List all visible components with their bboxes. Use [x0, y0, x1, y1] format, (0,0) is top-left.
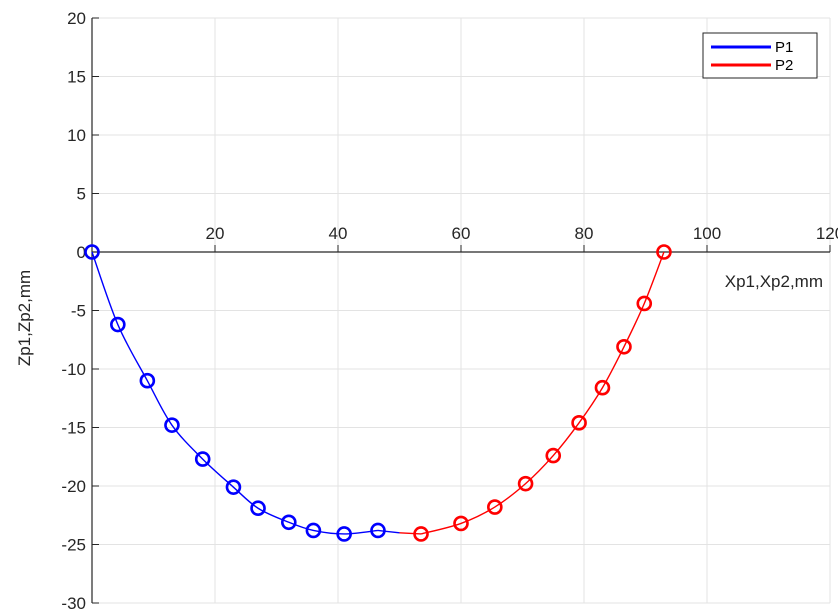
series-p2-point [545, 447, 562, 464]
series-p1-point [110, 316, 126, 333]
series-p2-point [656, 244, 672, 260]
series-layer [84, 244, 672, 542]
x-tick-label: 20 [206, 224, 225, 243]
series-p1-line [91, 251, 379, 535]
x-tick-labels: 20 40 60 80 100 120 [206, 224, 838, 243]
series-p1-point [370, 522, 386, 539]
y-tick-label: 0 [77, 243, 86, 262]
series-p1-point [225, 479, 242, 495]
y-tick-label: 15 [67, 68, 86, 87]
series-p1-connector [377, 529, 400, 534]
x-tick-label: 80 [575, 224, 594, 243]
x-tick-label: 40 [329, 224, 348, 243]
series-p1-point [84, 244, 100, 260]
series-p1-point [194, 451, 211, 467]
y-tick-label: -30 [61, 594, 86, 613]
series-p2-point [636, 295, 653, 312]
y-tick-label: -10 [61, 360, 86, 379]
y-tick-label: 5 [77, 185, 86, 204]
series-p2-point [594, 379, 611, 396]
series-p1-point [305, 522, 322, 539]
x-tick-label: 120 [816, 224, 838, 243]
series-p1-point [164, 417, 180, 433]
axes [91, 17, 831, 604]
y-tick-label: 10 [67, 126, 86, 145]
series-p2-point [517, 475, 534, 492]
series-p2-point [413, 526, 429, 542]
y-tick-label: -20 [61, 477, 86, 496]
grid [92, 17, 831, 604]
series-p2-connector [399, 532, 422, 535]
y-tick-label: -15 [61, 419, 86, 438]
y-tick-label: -5 [71, 302, 86, 321]
series-p1-point [250, 500, 266, 517]
x-tick-label: 100 [693, 224, 721, 243]
x-axis-label: Xp1,Xp2,mm [725, 272, 823, 291]
x-tick-label: 60 [452, 224, 471, 243]
y-tick-label: 20 [67, 9, 86, 28]
legend-label-p1: P1 [775, 39, 793, 56]
y-axis-label: Zp1,Zp2,mm [15, 270, 34, 366]
y-tick-label: -25 [61, 536, 86, 555]
series-p2-point [487, 499, 503, 515]
series-p2-line [420, 251, 665, 535]
legend-box [702, 32, 818, 79]
series-p1-point [139, 372, 156, 389]
series-p1-point [336, 526, 352, 542]
series-p2-point [616, 338, 632, 355]
series-p2-point [453, 515, 469, 532]
series-p1-point [280, 514, 297, 531]
legend-label-p2: P2 [775, 57, 793, 74]
y-tick-labels: 20 15 10 5 0 -5 -10 -15 -20 -25 -30 [61, 9, 86, 613]
series-p2-point [571, 415, 587, 431]
